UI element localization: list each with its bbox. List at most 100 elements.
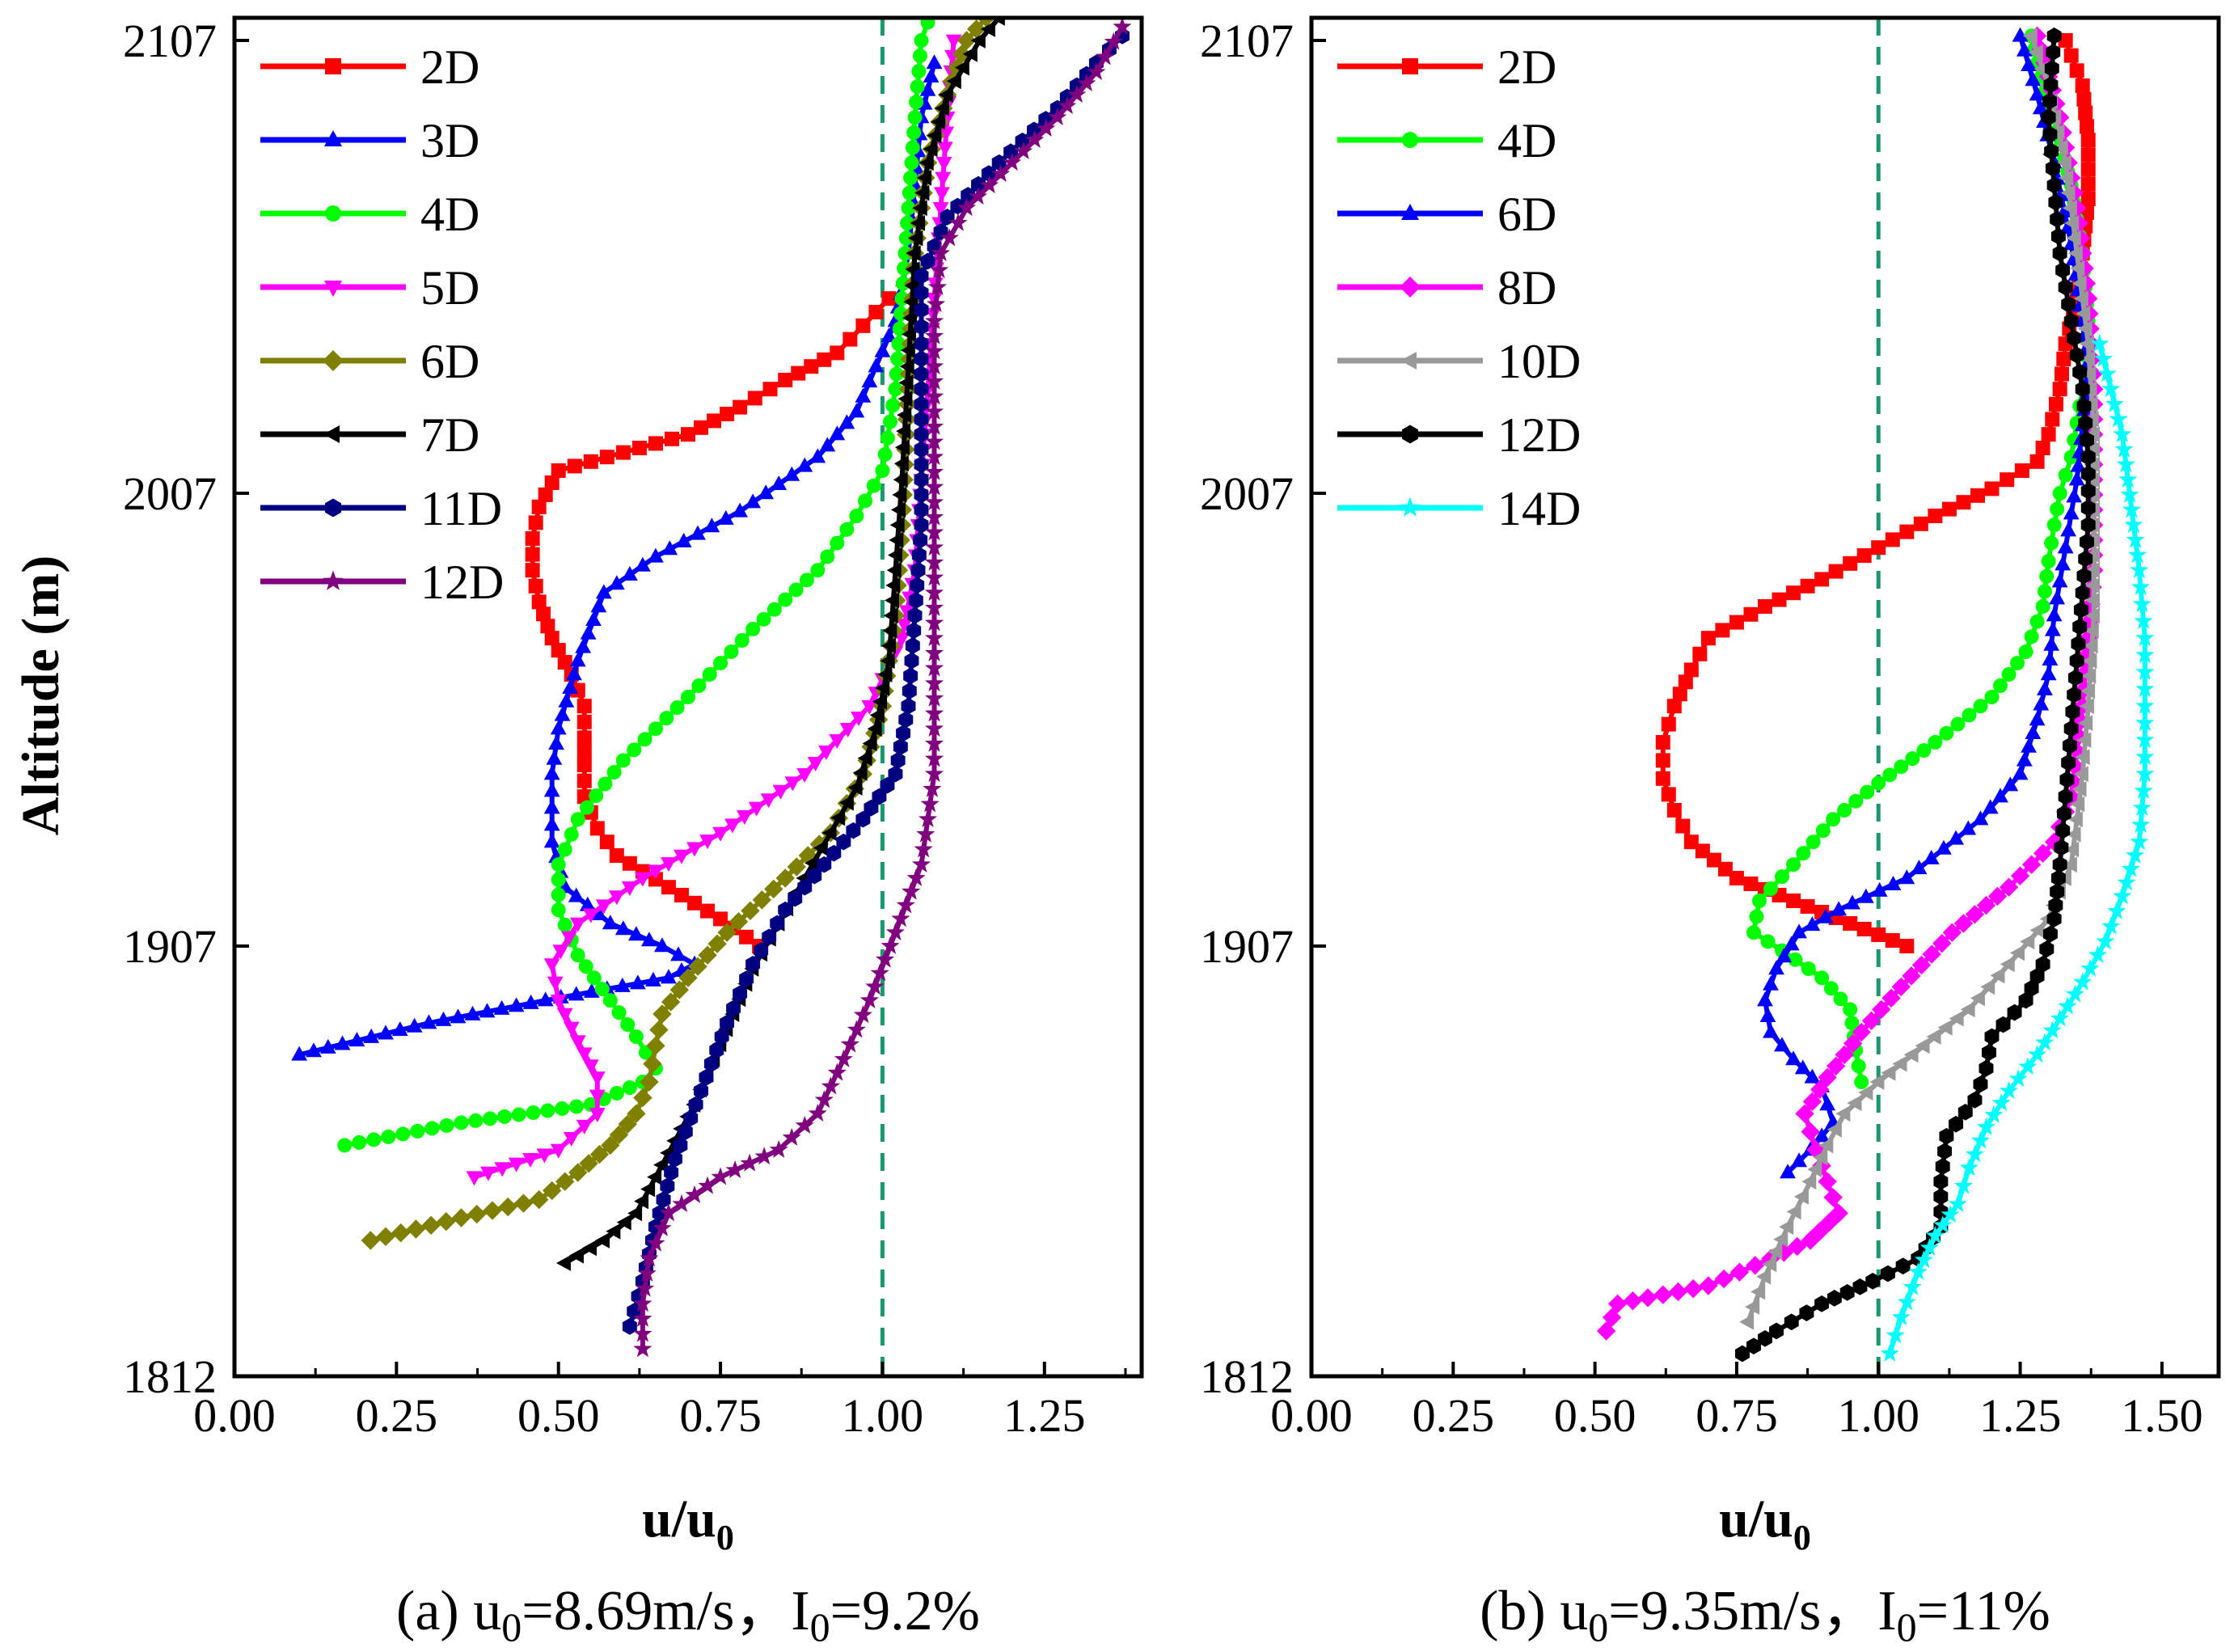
data-point-12D <box>2079 533 2094 551</box>
data-point-10D <box>1793 1188 1809 1205</box>
data-point-14D <box>2118 470 2138 488</box>
data-point-14D <box>2113 886 2132 905</box>
data-point-8D <box>1623 1291 1643 1311</box>
data-point-12D <box>948 213 968 231</box>
legend-item-11D: 11D <box>260 482 502 535</box>
series-8D <box>1596 26 2104 1341</box>
data-point-4D <box>551 872 566 887</box>
data-point-12D <box>2044 60 2059 78</box>
data-point-14D <box>1914 1250 1933 1269</box>
data-point-4D <box>745 622 761 636</box>
data-point-4D <box>648 721 663 737</box>
data-point-12D <box>2046 27 2062 44</box>
data-point-6D <box>589 1144 610 1164</box>
data-point-2D <box>1913 516 1928 531</box>
data-point-12D <box>2078 414 2093 432</box>
data-point-12D <box>1003 153 1022 171</box>
data-point-12D <box>924 522 944 541</box>
data-point-5D <box>674 849 690 864</box>
data-point-12D <box>1852 1278 1868 1295</box>
data-point-14D <box>1965 1144 1985 1163</box>
x-tick-label: 0.50 <box>1554 1389 1636 1442</box>
data-point-14D <box>2135 713 2155 732</box>
data-point-6D <box>1972 810 1989 826</box>
data-point-5D <box>536 1148 553 1164</box>
data-point-7D <box>893 455 909 472</box>
data-point-12D <box>911 855 931 873</box>
data-point-3D <box>558 692 575 708</box>
data-point-5D <box>556 1008 573 1023</box>
data-point-3D <box>420 1014 437 1029</box>
x-tick-label: 1.00 <box>842 1389 924 1442</box>
data-point-12D <box>924 538 944 556</box>
data-point-7D <box>640 1181 656 1198</box>
data-point-12D <box>2048 897 2063 914</box>
legend-marker <box>323 570 344 590</box>
data-point-7D <box>962 45 978 62</box>
data-point-14D <box>2135 730 2155 749</box>
data-point-2D <box>531 594 547 610</box>
data-point-11D <box>880 776 895 794</box>
data-point-4D <box>628 1029 644 1044</box>
data-point-2D <box>2052 382 2067 397</box>
data-point-2D <box>747 391 762 406</box>
data-point-6D <box>1814 1127 1831 1143</box>
data-point-2D <box>733 399 748 415</box>
data-point-10D <box>2066 826 2081 843</box>
data-point-8D <box>1902 966 1921 986</box>
data-point-7D <box>857 750 872 767</box>
data-point-7D <box>938 87 953 104</box>
data-point-5D <box>550 1143 567 1159</box>
data-point-6D <box>1794 1059 1811 1075</box>
data-point-11D <box>914 501 929 518</box>
data-point-2D <box>551 463 566 478</box>
data-point-2D <box>2080 162 2096 177</box>
data-point-3D <box>717 509 734 525</box>
data-point-2D <box>1899 524 1915 539</box>
data-point-6D <box>555 1172 575 1191</box>
data-point-12D <box>740 1153 759 1172</box>
x-tick-label: 0.00 <box>193 1389 276 1442</box>
data-point-12D <box>698 1176 717 1194</box>
legend-label: 12D <box>1497 408 1581 462</box>
data-point-2D <box>1786 894 1801 908</box>
data-point-12D <box>782 1127 801 1146</box>
data-point-14D <box>1886 1325 1905 1344</box>
data-point-2D <box>1715 623 1730 638</box>
data-point-7D <box>902 310 918 327</box>
data-point-8D <box>1872 999 1891 1020</box>
data-point-12D <box>931 243 951 262</box>
data-point-12D <box>1096 47 1115 65</box>
data-point-2D <box>525 563 540 578</box>
data-point-3D <box>690 525 706 540</box>
data-point-6D <box>2016 751 2033 767</box>
data-point-4D <box>637 732 652 747</box>
data-point-10D <box>2053 139 2068 156</box>
data-point-2D <box>1683 662 1699 678</box>
data-point-10D <box>1858 1084 1873 1101</box>
data-point-8D <box>2081 594 2101 614</box>
data-point-12D <box>1113 18 1132 36</box>
legend-label: 7D <box>420 408 479 462</box>
data-point-14D <box>1999 1081 2019 1100</box>
data-point-5D <box>543 958 560 974</box>
data-point-6D <box>406 1219 426 1239</box>
data-point-12D <box>2035 956 2050 973</box>
data-point-14D <box>2130 560 2149 579</box>
panel-b: 0.00 0.25 0.50 0.75 1.00 1.25 1.50 1812 1907 2007… <box>1200 15 2221 1650</box>
legend-marker <box>324 130 342 146</box>
data-point-5D <box>563 1021 580 1037</box>
data-point-3D <box>874 342 891 357</box>
data-point-5D <box>712 826 728 842</box>
data-point-8D <box>1829 1203 1848 1223</box>
data-point-4D <box>2052 486 2067 501</box>
data-point-14D <box>1897 1292 1916 1311</box>
data-point-11D <box>914 267 929 285</box>
data-point-10D <box>2082 653 2097 670</box>
data-point-3D <box>579 896 596 911</box>
data-point-11D <box>627 1303 642 1320</box>
data-point-12D <box>924 643 944 661</box>
data-point-6D <box>1791 1152 1807 1168</box>
data-point-12D <box>1048 108 1067 126</box>
data-point-14D <box>2126 530 2145 548</box>
